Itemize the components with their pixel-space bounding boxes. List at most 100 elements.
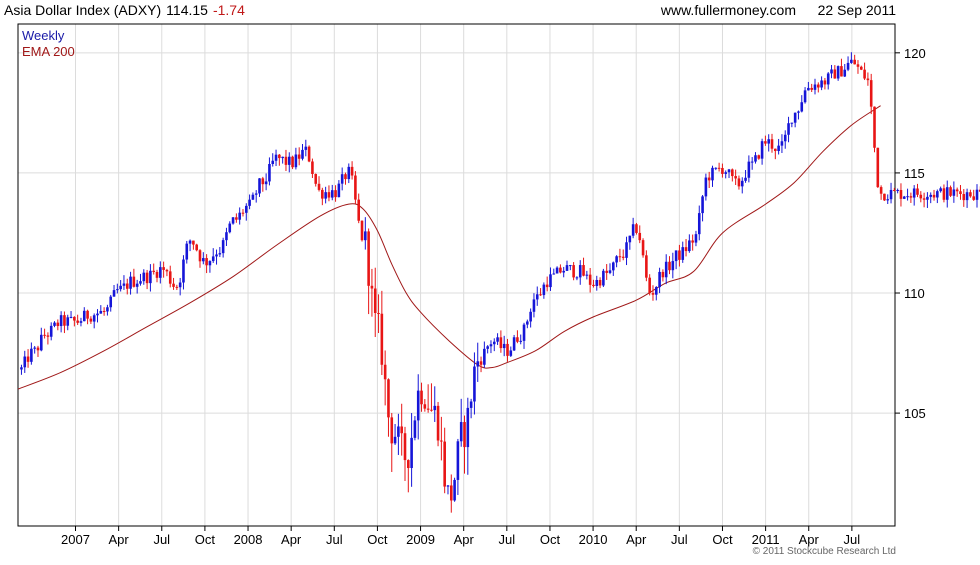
candle-up: [258, 178, 261, 194]
candle-down: [357, 199, 361, 221]
candle-up: [896, 190, 899, 192]
candle-down: [102, 310, 106, 312]
candle-down: [721, 167, 724, 174]
candle-down: [367, 231, 370, 286]
candle-up: [664, 261, 668, 278]
candle-up: [244, 205, 248, 213]
candle-down: [443, 441, 446, 487]
candle-up: [410, 437, 413, 469]
candle-up: [936, 191, 939, 198]
candle-down: [893, 189, 896, 191]
candle-down: [678, 250, 681, 260]
candle-down: [360, 220, 364, 241]
candle-up: [92, 315, 96, 322]
candle-down: [430, 409, 433, 411]
candle-up: [109, 296, 113, 308]
candle-down: [737, 178, 741, 187]
candle-up: [225, 232, 228, 241]
candle-down: [377, 313, 380, 315]
candle-up: [106, 307, 109, 312]
candle-down: [863, 69, 866, 79]
candle-up: [416, 390, 420, 421]
candle-up: [704, 177, 708, 197]
candle-up: [66, 317, 70, 326]
candle-down: [390, 417, 394, 444]
candle-down: [73, 316, 76, 321]
candle-down: [916, 188, 919, 195]
candle-up: [532, 299, 536, 312]
candle-up: [711, 167, 714, 181]
candle-up: [231, 217, 235, 224]
candle-up: [39, 334, 43, 351]
ema-layer: [17, 105, 881, 390]
candle-up: [790, 122, 794, 124]
candle-up: [939, 188, 942, 192]
candle-down: [403, 433, 407, 461]
candle-down: [598, 279, 602, 286]
candle-up: [476, 361, 480, 367]
candle-up: [886, 199, 890, 201]
candle-up: [850, 59, 853, 63]
candle-down: [172, 283, 175, 287]
candle-up: [800, 102, 804, 112]
candle-down: [942, 188, 946, 200]
candle-down: [400, 426, 403, 434]
candle-up: [965, 192, 969, 201]
candle-up: [608, 270, 612, 273]
x-tick-label: Apr: [799, 532, 820, 547]
candle-up: [906, 196, 909, 198]
candle-up: [724, 172, 728, 174]
x-tick-label: Oct: [540, 532, 561, 547]
candle-up: [740, 180, 744, 187]
candle-down: [592, 284, 595, 287]
candle-down: [423, 404, 427, 409]
candle-up: [149, 270, 152, 284]
candle-up: [453, 479, 456, 501]
candle-up: [294, 154, 298, 168]
candle-down: [499, 337, 503, 349]
candle-up: [208, 261, 212, 266]
candle-down: [840, 66, 843, 77]
candle-up: [578, 265, 582, 278]
candle-up: [615, 256, 618, 263]
candle-down: [582, 265, 585, 276]
candle-down: [879, 187, 883, 194]
candle-down: [63, 315, 66, 326]
candle-down: [261, 178, 265, 185]
candle-down: [764, 141, 767, 144]
candle-down: [572, 265, 575, 278]
candle-down: [645, 255, 648, 278]
candle-down: [651, 293, 655, 295]
candle-down: [241, 212, 245, 214]
candle-up: [364, 231, 367, 241]
candle-up: [185, 243, 189, 260]
candle-up: [122, 283, 126, 286]
candle-down: [387, 379, 390, 418]
candle-up: [787, 123, 790, 135]
candle-up: [33, 347, 36, 349]
plot-frame: [17, 23, 896, 527]
candle-up: [846, 62, 850, 70]
candle-down: [605, 270, 608, 273]
candle-up: [59, 315, 63, 327]
candle-up: [489, 344, 493, 347]
candle-up: [330, 190, 334, 198]
candle-up: [694, 234, 698, 243]
candle-up: [701, 196, 704, 214]
candle-up: [202, 258, 205, 262]
candle-down: [125, 283, 129, 289]
candle-up: [254, 193, 258, 195]
candle-up: [727, 169, 731, 173]
candle-up: [535, 294, 539, 300]
candle-up: [889, 189, 893, 200]
candle-up: [116, 289, 119, 291]
y-tick-label: 115: [904, 166, 925, 181]
candle-down: [833, 69, 837, 79]
candle-down: [46, 335, 50, 337]
candle-down: [198, 250, 202, 262]
candle-down: [145, 272, 149, 284]
candle-up: [347, 166, 351, 180]
x-tick-label: Jul: [153, 532, 170, 547]
candle-up: [612, 262, 615, 271]
x-tick-label: Oct: [195, 532, 216, 547]
